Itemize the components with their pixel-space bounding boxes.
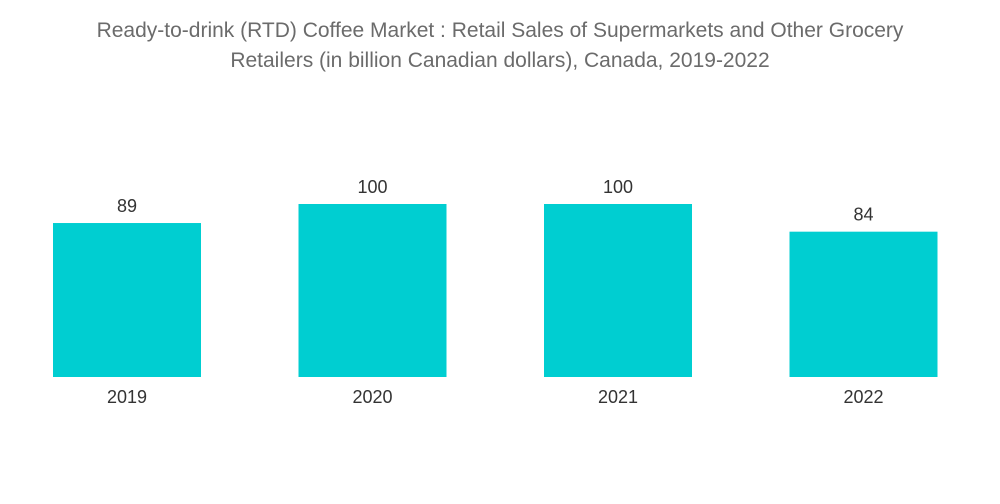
chart-title-line-1: Ready-to-drink (RTD) Coffee Market : Ret… [96,19,904,42]
bars-layer [53,204,938,377]
bar-2022 [789,231,938,377]
category-labels-layer: 2019 2020 2021 2022 [107,387,884,407]
category-label-2022: 2022 [843,387,883,407]
bar-2021 [544,204,692,377]
chart-title: Ready-to-drink (RTD) Coffee Market : Ret… [0,16,1000,76]
bar-2019 [53,223,201,377]
category-label-2020: 2020 [352,387,392,407]
value-label-2019: 89 [117,196,137,216]
chart-title-line-2: Retailers (in billion Canadian dollars),… [230,49,770,72]
category-label-2021: 2021 [598,387,638,407]
category-label-2019: 2019 [107,387,147,407]
bar-2020 [298,204,447,377]
value-labels-layer: 89 100 100 84 [117,177,874,225]
value-label-2021: 100 [603,177,633,197]
value-label-2022: 84 [853,205,873,225]
value-label-2020: 100 [357,177,387,197]
